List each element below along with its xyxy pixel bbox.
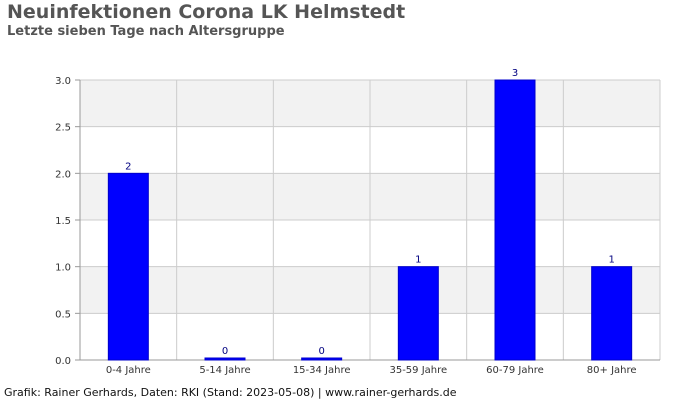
data-label: 1 <box>415 255 421 266</box>
bar <box>397 266 439 361</box>
x-tick-label: 0-4 Jahre <box>106 365 151 376</box>
y-tick-label: 2.0 <box>55 169 71 180</box>
bar <box>494 79 536 361</box>
x-tick-label: 60-79 Jahre <box>486 365 544 376</box>
chart-subtitle: Letzte sieben Tage nach Altersgruppe <box>7 24 285 39</box>
x-tick-label: 5-14 Jahre <box>199 365 250 376</box>
bar <box>107 172 149 361</box>
data-label: 3 <box>512 68 518 79</box>
y-tick-label: 3.0 <box>55 76 71 87</box>
x-tick-label: 80+ Jahre <box>587 365 637 376</box>
x-tick-label: 15-34 Jahre <box>293 365 351 376</box>
data-label: 0 <box>318 346 324 357</box>
y-tick-label: 2.5 <box>55 123 71 134</box>
y-tick-label: 1.0 <box>55 263 71 274</box>
x-tick-label: 35-59 Jahre <box>389 365 447 376</box>
y-tick-label: 0.0 <box>55 356 71 367</box>
y-tick-label: 0.5 <box>55 309 71 320</box>
bar <box>591 266 633 361</box>
bar <box>204 357 246 361</box>
data-label: 2 <box>125 161 131 172</box>
chart-title: Neuinfektionen Corona LK Helmstedt <box>7 1 406 23</box>
source-footer: Grafik: Rainer Gerhards, Daten: RKI (Sta… <box>4 386 457 399</box>
data-label: 0 <box>222 346 228 357</box>
data-label: 1 <box>608 255 614 266</box>
y-tick-label: 1.5 <box>55 216 71 227</box>
bar <box>301 357 343 361</box>
